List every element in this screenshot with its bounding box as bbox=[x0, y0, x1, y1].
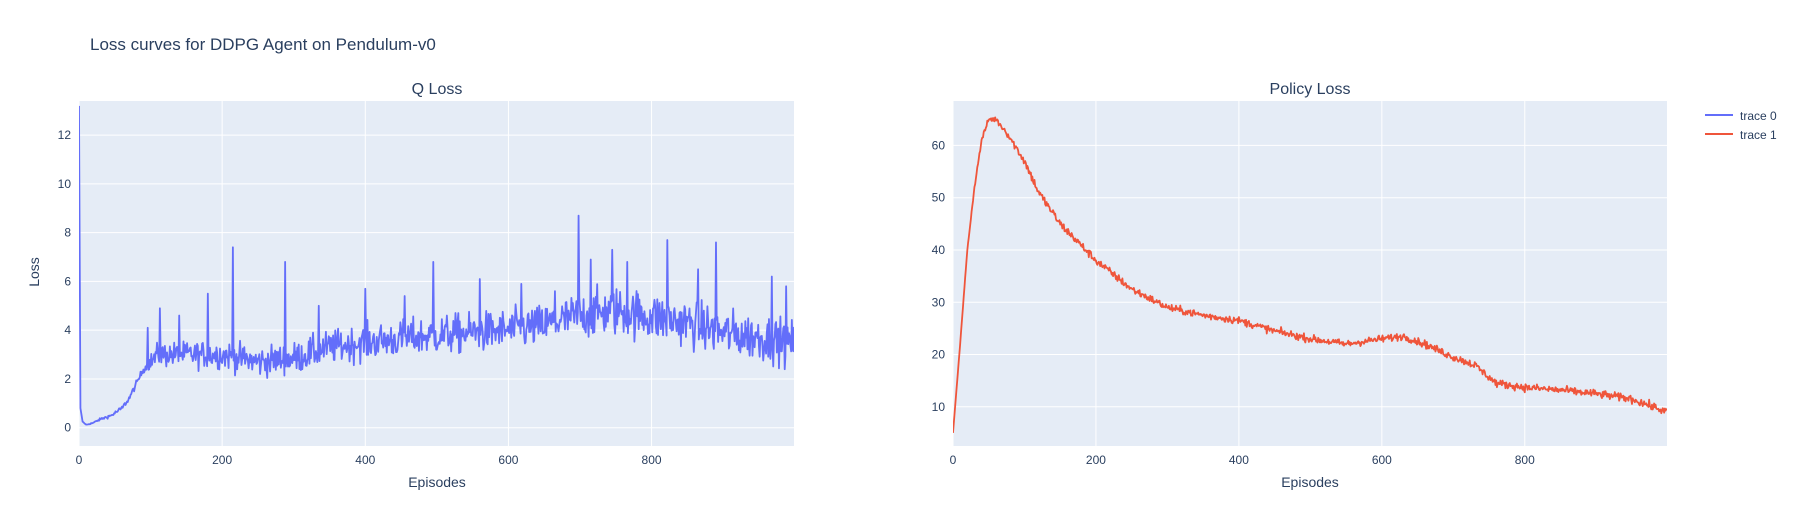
policy-loss-y-tick-label: 10 bbox=[932, 400, 946, 414]
q-loss-y-tick-label: 2 bbox=[64, 372, 71, 386]
q-loss-y-tick-label: 12 bbox=[58, 128, 72, 142]
q-loss-x-tick-label: 0 bbox=[76, 453, 83, 467]
policy-loss-y-tick-label: 20 bbox=[932, 348, 946, 362]
policy-loss-x-axis-title: Episodes bbox=[1281, 474, 1339, 490]
policy-loss-series-line bbox=[953, 116, 1667, 434]
q-loss-x-tick-label: 400 bbox=[355, 453, 375, 467]
legend[interactable]: trace 0 trace 1 bbox=[1705, 109, 1777, 142]
q-loss-x-tick-label: 800 bbox=[642, 453, 662, 467]
policy-loss-y-tick-label: 60 bbox=[932, 138, 946, 152]
q-loss-x-tick-label: 600 bbox=[498, 453, 518, 467]
q-loss-y-tick-label: 6 bbox=[64, 274, 71, 288]
q-loss-y-tick-label: 0 bbox=[64, 421, 71, 435]
policy-loss-y-tick-label: 50 bbox=[932, 191, 946, 205]
policy-loss-y-tick-label: 40 bbox=[932, 243, 946, 257]
policy-loss-x-tick-label: 600 bbox=[1372, 453, 1392, 467]
q-loss-y-tick-label: 8 bbox=[64, 226, 71, 240]
q-loss-subplot-title: Q Loss bbox=[412, 81, 463, 98]
legend-trace-1-label[interactable]: trace 1 bbox=[1740, 128, 1777, 142]
q-loss-y-tick-label: 4 bbox=[64, 323, 71, 337]
policy-loss-x-tick-label: 400 bbox=[1229, 453, 1249, 467]
policy-loss-plot-area bbox=[953, 101, 1667, 446]
policy-loss-subplot-title: Policy Loss bbox=[1270, 81, 1351, 98]
legend-trace-0-label[interactable]: trace 0 bbox=[1740, 109, 1777, 123]
policy-loss-x-tick-label: 800 bbox=[1515, 453, 1535, 467]
policy-loss-x-tick-label: 200 bbox=[1086, 453, 1106, 467]
q-loss-x-tick-label: 200 bbox=[212, 453, 232, 467]
policy-loss-x-tick-label: 0 bbox=[950, 453, 957, 467]
q-loss-y-tick-label: 10 bbox=[58, 177, 72, 191]
figure-title: Loss curves for DDPG Agent on Pendulum-v… bbox=[90, 35, 436, 54]
policy-loss-y-tick-label: 30 bbox=[932, 295, 946, 309]
q-loss-plot-area bbox=[79, 101, 794, 446]
policy-loss-subplot: 0 200 400 600 800 10 20 30 40 50 60 Policy Loss Ep… bbox=[932, 81, 1667, 490]
q-loss-x-axis-title: Episodes bbox=[408, 474, 466, 490]
q-loss-series-line bbox=[79, 105, 794, 426]
q-loss-subplot: 0 200 400 600 800 0 2 4 6 8 10 12 Q Loss Episodes L… bbox=[26, 81, 794, 490]
q-loss-y-axis-title: Loss bbox=[26, 257, 42, 287]
